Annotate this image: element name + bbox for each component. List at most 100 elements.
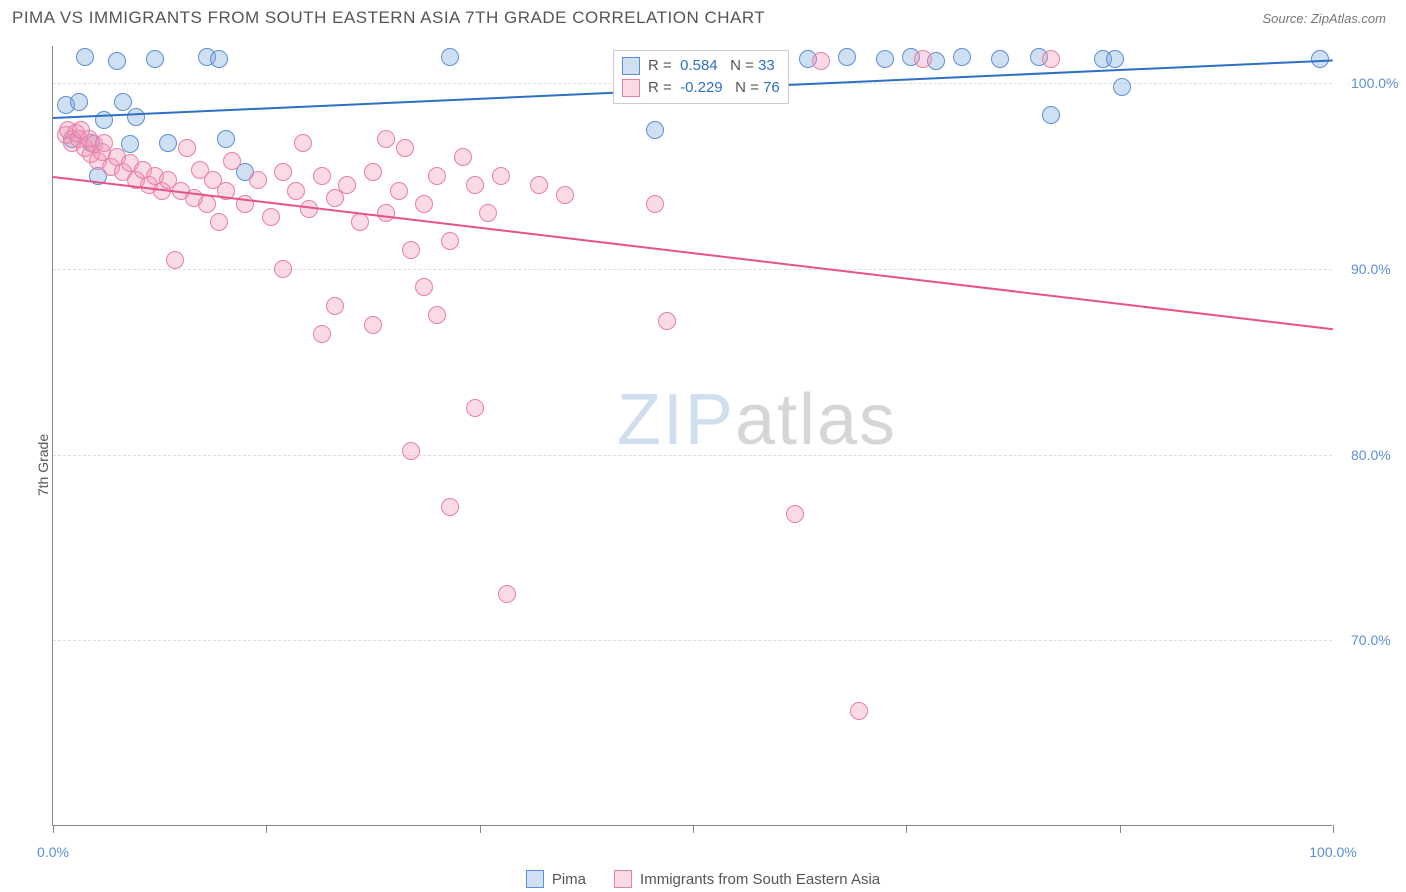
data-point[interactable] bbox=[396, 139, 414, 157]
x-tick bbox=[1333, 825, 1334, 833]
legend-swatch bbox=[622, 57, 640, 75]
data-point[interactable] bbox=[377, 204, 395, 222]
legend-label: Immigrants from South Eastern Asia bbox=[640, 871, 880, 888]
data-point[interactable] bbox=[1113, 78, 1131, 96]
data-point[interactable] bbox=[210, 50, 228, 68]
data-point[interactable] bbox=[850, 702, 868, 720]
data-point[interactable] bbox=[876, 50, 894, 68]
legend-item: Immigrants from South Eastern Asia bbox=[614, 870, 880, 888]
data-point[interactable] bbox=[658, 312, 676, 330]
data-point[interactable] bbox=[1042, 106, 1060, 124]
data-point[interactable] bbox=[441, 232, 459, 250]
data-point[interactable] bbox=[786, 505, 804, 523]
data-point[interactable] bbox=[76, 48, 94, 66]
data-point[interactable] bbox=[217, 130, 235, 148]
y-tick-label: 100.0% bbox=[1351, 75, 1398, 91]
gridline bbox=[53, 269, 1332, 270]
y-tick-label: 80.0% bbox=[1351, 447, 1391, 463]
data-point[interactable] bbox=[415, 195, 433, 213]
data-point[interactable] bbox=[159, 134, 177, 152]
x-tick bbox=[266, 825, 267, 833]
x-tick bbox=[906, 825, 907, 833]
x-tick-label: 100.0% bbox=[1309, 844, 1356, 860]
y-tick-label: 70.0% bbox=[1351, 632, 1391, 648]
data-point[interactable] bbox=[498, 585, 516, 603]
data-point[interactable] bbox=[262, 208, 280, 226]
legend-label: Pima bbox=[552, 871, 586, 888]
data-point[interactable] bbox=[428, 167, 446, 185]
data-point[interactable] bbox=[127, 108, 145, 126]
stats-row: R = -0.229 N = 76 bbox=[622, 77, 780, 99]
data-point[interactable] bbox=[294, 134, 312, 152]
data-point[interactable] bbox=[402, 442, 420, 460]
watermark: ZIPatlas bbox=[617, 379, 897, 461]
data-point[interactable] bbox=[70, 93, 88, 111]
data-point[interactable] bbox=[402, 241, 420, 259]
data-point[interactable] bbox=[364, 163, 382, 181]
y-tick-label: 90.0% bbox=[1351, 261, 1391, 277]
y-axis-label: 7th Grade bbox=[35, 434, 51, 496]
data-point[interactable] bbox=[914, 50, 932, 68]
data-point[interactable] bbox=[390, 182, 408, 200]
gridline bbox=[53, 455, 1332, 456]
data-point[interactable] bbox=[1106, 50, 1124, 68]
data-point[interactable] bbox=[313, 167, 331, 185]
data-point[interactable] bbox=[274, 163, 292, 181]
data-point[interactable] bbox=[351, 213, 369, 231]
data-point[interactable] bbox=[108, 52, 126, 70]
data-point[interactable] bbox=[812, 52, 830, 70]
data-point[interactable] bbox=[178, 139, 196, 157]
data-point[interactable] bbox=[479, 204, 497, 222]
data-point[interactable] bbox=[530, 176, 548, 194]
x-tick bbox=[53, 825, 54, 833]
data-point[interactable] bbox=[210, 213, 228, 231]
data-point[interactable] bbox=[492, 167, 510, 185]
data-point[interactable] bbox=[326, 297, 344, 315]
chart-container: 7th Grade 70.0%80.0%90.0%100.0%0.0%100.0… bbox=[0, 38, 1406, 892]
data-point[interactable] bbox=[95, 134, 113, 152]
data-point[interactable] bbox=[287, 182, 305, 200]
data-point[interactable] bbox=[646, 121, 664, 139]
data-point[interactable] bbox=[1042, 50, 1060, 68]
data-point[interactable] bbox=[466, 176, 484, 194]
legend-swatch bbox=[526, 870, 544, 888]
x-tick-label: 0.0% bbox=[37, 844, 69, 860]
data-point[interactable] bbox=[556, 186, 574, 204]
x-tick bbox=[693, 825, 694, 833]
data-point[interactable] bbox=[454, 148, 472, 166]
data-point[interactable] bbox=[166, 251, 184, 269]
data-point[interactable] bbox=[377, 130, 395, 148]
trend-line bbox=[53, 176, 1333, 330]
data-point[interactable] bbox=[114, 93, 132, 111]
plot-area: 70.0%80.0%90.0%100.0%0.0%100.0%ZIPatlasR… bbox=[52, 46, 1332, 826]
data-point[interactable] bbox=[991, 50, 1009, 68]
x-tick bbox=[1120, 825, 1121, 833]
data-point[interactable] bbox=[223, 152, 241, 170]
legend-swatch bbox=[614, 870, 632, 888]
data-point[interactable] bbox=[415, 278, 433, 296]
data-point[interactable] bbox=[466, 399, 484, 417]
legend-item: Pima bbox=[526, 870, 586, 888]
data-point[interactable] bbox=[428, 306, 446, 324]
data-point[interactable] bbox=[646, 195, 664, 213]
data-point[interactable] bbox=[300, 200, 318, 218]
stats-row: R = 0.584 N = 33 bbox=[622, 55, 780, 77]
data-point[interactable] bbox=[146, 50, 164, 68]
data-point[interactable] bbox=[249, 171, 267, 189]
data-point[interactable] bbox=[441, 498, 459, 516]
data-point[interactable] bbox=[313, 325, 331, 343]
data-point[interactable] bbox=[838, 48, 856, 66]
data-point[interactable] bbox=[441, 48, 459, 66]
gridline bbox=[53, 640, 1332, 641]
source-attribution: Source: ZipAtlas.com bbox=[1262, 11, 1386, 26]
data-point[interactable] bbox=[364, 316, 382, 334]
stats-legend: R = 0.584 N = 33R = -0.229 N = 76 bbox=[613, 50, 789, 104]
legend-swatch bbox=[622, 79, 640, 97]
data-point[interactable] bbox=[953, 48, 971, 66]
data-point[interactable] bbox=[338, 176, 356, 194]
chart-title: PIMA VS IMMIGRANTS FROM SOUTH EASTERN AS… bbox=[12, 8, 765, 28]
data-point[interactable] bbox=[198, 195, 216, 213]
bottom-legend: Pima Immigrants from South Eastern Asia bbox=[0, 870, 1406, 888]
data-point[interactable] bbox=[274, 260, 292, 278]
x-tick bbox=[480, 825, 481, 833]
